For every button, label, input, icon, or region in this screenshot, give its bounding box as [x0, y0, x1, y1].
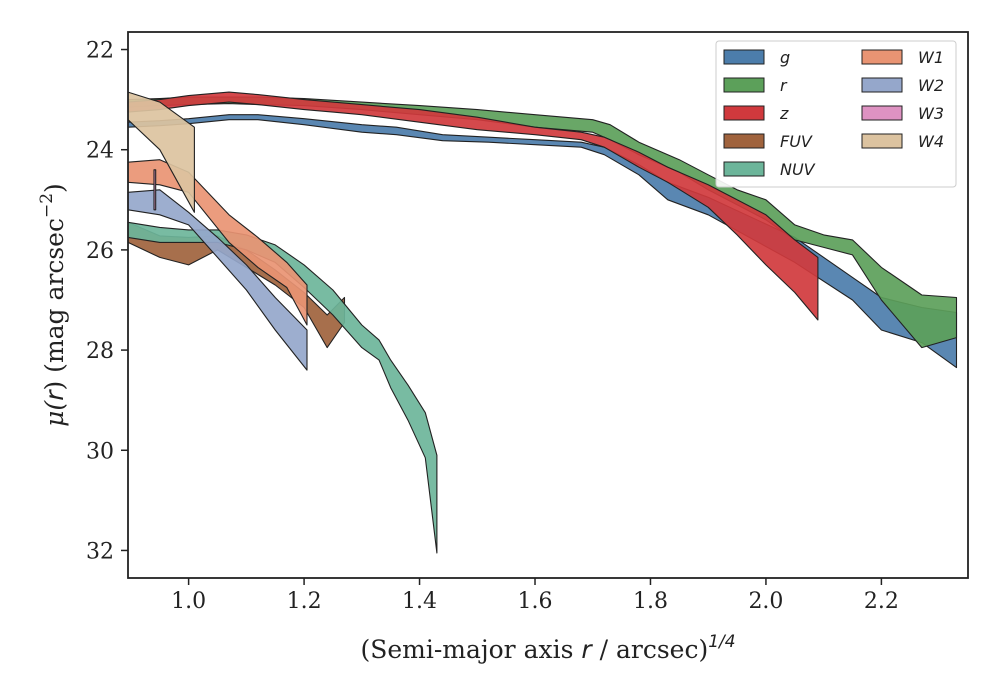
y-axis-label-main: μ( [40, 400, 69, 427]
y-tick-label: 26 [86, 239, 114, 264]
series-band-w2 [127, 189, 308, 371]
legend-label-w3: W3 [918, 104, 944, 123]
series-band-w3 [153, 169, 157, 211]
y-tick-label: 24 [86, 139, 114, 164]
x-axis-label-sup: 1/4 [708, 632, 735, 652]
legend-label-w2: W2 [918, 76, 944, 95]
plot-frame [127, 31, 969, 579]
x-tick-label: 2.0 [748, 589, 783, 614]
legend-swatch-nuv [723, 161, 765, 177]
x-tick-label: 1.0 [171, 589, 206, 614]
x-tick-label: 1.8 [633, 589, 668, 614]
series-band-w1 [127, 159, 308, 326]
legend-swatch-w3 [861, 105, 903, 121]
legend-label-nuv: NUV [780, 160, 816, 179]
y-axis: 22 24 26 28 30 32 [86, 39, 128, 564]
y-axis-label: μ(r) (mag arcsec−2) [37, 183, 69, 427]
x-axis-label: (Semi-major axis r / arcsec)1/4 [360, 632, 735, 664]
series-bands [127, 91, 958, 554]
x-tick-label: 1.6 [518, 589, 553, 614]
y-axis-label-var: r [40, 389, 69, 401]
x-tick-label: 1.2 [287, 589, 322, 614]
series-band-z [127, 91, 819, 321]
legend-swatch-r [723, 77, 765, 93]
x-axis-label-var: r [581, 635, 593, 664]
x-axis-label-main: (Semi-major axis [360, 635, 581, 664]
legend-swatch-w1 [861, 49, 903, 65]
y-axis-label-close: ) [40, 183, 69, 193]
x-tick-label: 2.2 [864, 589, 899, 614]
x-tick-label: 1.4 [402, 589, 437, 614]
y-tick-label: 30 [86, 439, 114, 464]
legend-swatch-g [723, 49, 765, 65]
y-axis-label-tail: ) (mag arcsec [40, 218, 69, 391]
legend-swatch-fuv [723, 133, 765, 149]
legend: grz FUV NUV W1 W2 W3 W4 [715, 40, 957, 188]
legend-swatch-w4 [861, 133, 903, 149]
legend-swatch-w2 [861, 77, 903, 93]
x-axis: 1.0 1.2 1.4 1.6 1.8 2.0 2.2 [171, 578, 899, 614]
legend-label-w1: W1 [918, 48, 944, 67]
y-tick-label: 22 [86, 39, 114, 64]
y-tick-label: 28 [86, 339, 114, 364]
legend-label-g: g [780, 48, 790, 67]
legend-label-fuv: FUV [780, 132, 813, 151]
legend-label-r: r [780, 76, 788, 95]
y-tick-label: 32 [86, 539, 114, 564]
legend-label-z: z [779, 104, 789, 123]
y-axis-label-sup: −2 [37, 193, 57, 218]
legend-swatch-z [723, 105, 765, 121]
legend-label-w4: W4 [918, 132, 944, 151]
x-axis-label-tail: / arcsec) [592, 635, 709, 664]
